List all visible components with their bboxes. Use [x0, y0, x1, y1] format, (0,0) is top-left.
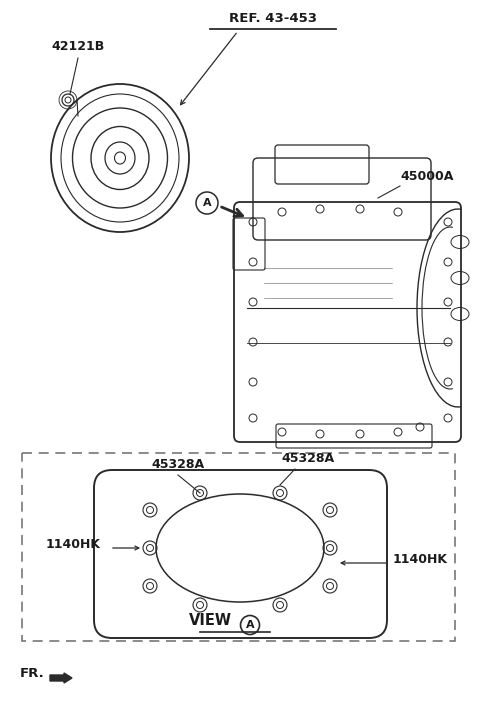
- Bar: [22, 453, 455, 641]
- Text: 45328A: 45328A: [281, 452, 335, 465]
- Text: A: A: [246, 620, 254, 630]
- Text: FR.: FR.: [20, 667, 45, 680]
- Text: 45328A: 45328A: [151, 458, 204, 471]
- Text: 45000A: 45000A: [400, 170, 454, 183]
- Text: 42121B: 42121B: [51, 40, 105, 53]
- Text: REF. 43-453: REF. 43-453: [229, 12, 317, 25]
- Text: 1140HK: 1140HK: [393, 553, 448, 566]
- Text: A: A: [203, 198, 211, 208]
- FancyArrow shape: [50, 673, 72, 683]
- Text: 1140HK: 1140HK: [46, 538, 100, 551]
- Text: VIEW: VIEW: [189, 613, 232, 628]
